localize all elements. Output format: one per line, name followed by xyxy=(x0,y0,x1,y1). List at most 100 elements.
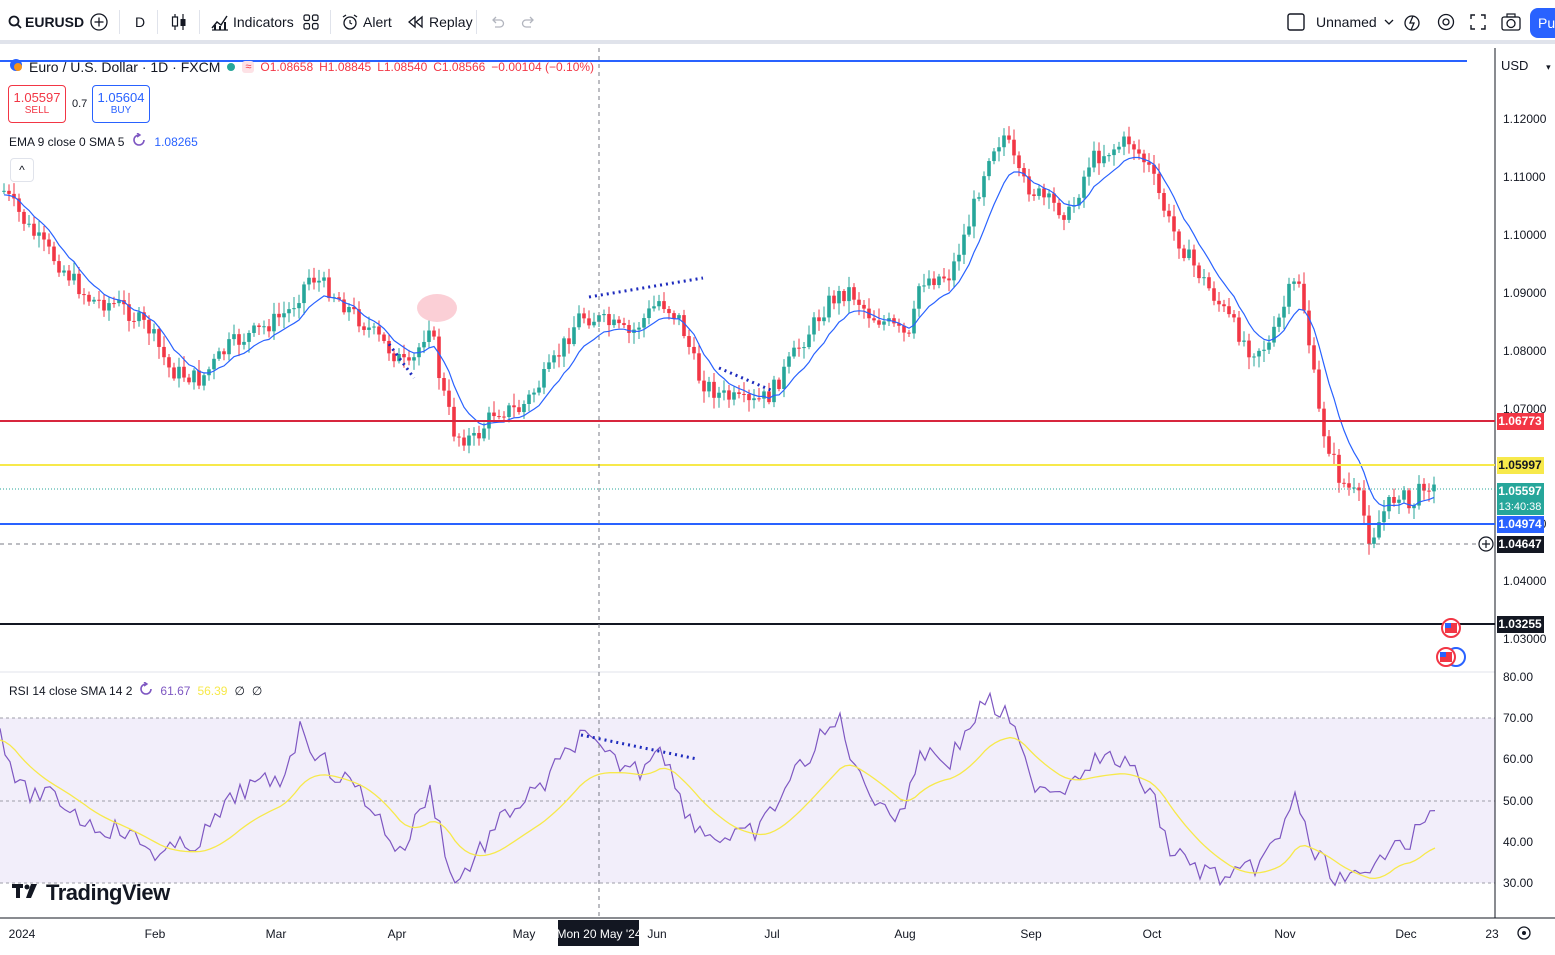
quick-search-button[interactable] xyxy=(1403,0,1421,44)
time-label: Oct xyxy=(1143,927,1162,941)
trendline-dotted-2[interactable] xyxy=(387,343,416,379)
candles-icon xyxy=(170,12,188,32)
candle-body xyxy=(612,319,616,326)
candle-body xyxy=(1062,215,1066,220)
candle-body xyxy=(837,290,841,304)
collapse-legend-button[interactable]: ^ xyxy=(10,158,34,182)
settings-button[interactable] xyxy=(1437,0,1455,44)
rsi-band xyxy=(0,718,1495,883)
layout-menu-button[interactable]: Unnamed xyxy=(1287,0,1394,44)
candle-body xyxy=(672,313,676,319)
candle-body xyxy=(1387,497,1391,512)
candle-body xyxy=(347,307,351,313)
chart-type-button[interactable] xyxy=(170,0,188,44)
time-axis[interactable]: 2024 Feb Mar Apr May Jun Jul Aug Sep Oct Nov Dec 23 xyxy=(9,927,1499,941)
candle-body xyxy=(157,329,161,347)
rsi-legend[interactable]: RSI 14 close SMA 14 2 61.67 56.39 ∅ ∅ xyxy=(9,681,263,699)
candle-body xyxy=(647,308,651,319)
candle-body xyxy=(762,391,766,399)
candle-body xyxy=(462,437,466,446)
candle-body xyxy=(1217,300,1221,305)
chart-canvas[interactable]: 1.12000 1.11000 1.10000 1.09000 1.08000 1.070… xyxy=(0,48,1555,955)
us-flag-icon[interactable] xyxy=(1441,618,1461,638)
candle-body xyxy=(1422,483,1426,491)
candle-body xyxy=(777,379,781,389)
sell-button[interactable]: 1.05597 SELL xyxy=(8,85,66,123)
compare-symbol-button[interactable] xyxy=(89,0,109,44)
candle-body xyxy=(267,326,271,332)
candle-body xyxy=(1122,136,1126,147)
interval-button[interactable]: D xyxy=(135,0,145,44)
currency-selector[interactable]: USD ▾ xyxy=(1501,58,1551,73)
price-axis[interactable]: 1.12000 1.11000 1.10000 1.09000 1.08000 1.070… xyxy=(1503,112,1547,646)
highlight-marker[interactable] xyxy=(417,294,457,322)
interval-label: D xyxy=(135,14,146,30)
rsi-extra-2: ∅ xyxy=(251,683,263,698)
us-flag-group-icon[interactable] xyxy=(1436,647,1466,667)
indicators-button[interactable]: Indicators xyxy=(211,0,294,44)
candle-body xyxy=(1107,155,1111,157)
candle-body xyxy=(497,416,501,418)
rsi-value: 61.67 xyxy=(160,683,191,698)
candle-body xyxy=(252,325,256,333)
fullscreen-icon xyxy=(1470,14,1486,30)
candle-body xyxy=(1392,497,1396,503)
candle-body xyxy=(457,436,461,438)
publish-button[interactable]: Pu xyxy=(1530,8,1555,38)
alert-button[interactable]: Alert xyxy=(341,0,392,44)
rsi-tick-label: 50.00 xyxy=(1503,794,1533,808)
buy-button[interactable]: 1.05604 BUY xyxy=(92,85,150,123)
candle-body xyxy=(942,276,946,279)
candle-body xyxy=(1147,162,1151,165)
rsi-axis[interactable]: 80.00 70.00 60.00 50.00 40.00 30.00 xyxy=(1503,670,1533,890)
ohlc-change: −0.00104 (−0.10%) xyxy=(491,59,595,74)
templates-button[interactable] xyxy=(303,0,319,44)
candle-body xyxy=(757,398,761,400)
symbol-legend[interactable]: Euro / U.S. Dollar · 1D · FXCM ≈ O1.0865… xyxy=(9,58,594,75)
candle-body xyxy=(812,317,816,335)
candle-body xyxy=(327,277,331,299)
candle-body xyxy=(782,366,786,389)
candle-body xyxy=(162,346,166,358)
candle-body xyxy=(442,378,446,391)
candle-body xyxy=(997,147,1001,152)
replay-button[interactable]: Replay xyxy=(408,0,473,44)
ema-legend[interactable]: EMA 9 close 0 SMA 5 1.08265 xyxy=(9,132,198,150)
snapshot-button[interactable] xyxy=(1501,0,1521,44)
candle-body xyxy=(537,387,541,393)
candle-body xyxy=(467,435,471,446)
redo-button[interactable] xyxy=(521,0,537,44)
trendline-dotted-1[interactable] xyxy=(588,276,704,299)
crosshair-plus-icon[interactable] xyxy=(1478,536,1494,552)
candle-body xyxy=(1042,188,1046,198)
candle-body xyxy=(57,261,61,273)
candle-body xyxy=(937,276,941,286)
candle-body xyxy=(87,294,91,302)
time-axis-settings-icon[interactable] xyxy=(1517,926,1531,940)
gear-icon xyxy=(1437,13,1455,31)
rsi-sma-value: 56.39 xyxy=(197,683,228,698)
tradingview-logo[interactable]: TradingView xyxy=(12,880,170,906)
candle-body xyxy=(117,300,121,304)
candle-body xyxy=(702,380,706,392)
candle-body xyxy=(97,299,101,301)
undo-button[interactable] xyxy=(489,0,505,44)
candle-body xyxy=(747,394,751,401)
candle-body xyxy=(922,285,926,287)
search-icon xyxy=(8,15,22,29)
candle-body xyxy=(67,270,71,281)
candle-body xyxy=(492,412,496,417)
sell-label: SELL xyxy=(24,105,50,116)
plus-circle-icon xyxy=(89,12,109,32)
fullscreen-button[interactable] xyxy=(1470,0,1486,44)
candle-body xyxy=(1362,490,1366,516)
logo-text: TradingView xyxy=(46,880,170,905)
toolbar-divider xyxy=(119,10,120,34)
symbol-search-button[interactable]: EURUSD xyxy=(8,0,84,44)
candle-body xyxy=(857,299,861,305)
candle-body xyxy=(1287,283,1291,307)
trendline-dotted-3[interactable] xyxy=(718,366,774,393)
redo-icon xyxy=(521,15,537,29)
trendline-dotted-rsi[interactable] xyxy=(580,733,698,761)
candle-body xyxy=(852,287,856,300)
